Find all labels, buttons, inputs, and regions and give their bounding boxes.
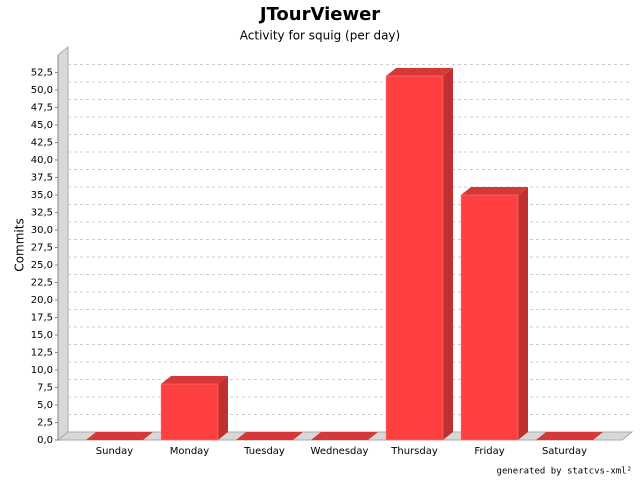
y-tick-label: 7,5: [37, 383, 53, 394]
y-tick-label: 42,5: [31, 138, 53, 149]
bar-side: [518, 187, 528, 440]
y-tick-label: 30,0: [31, 225, 53, 236]
bar-side: [443, 68, 453, 440]
x-tick-label: Friday: [474, 446, 504, 457]
bar-top: [461, 187, 528, 195]
bar-top: [536, 432, 603, 440]
bar-top: [86, 432, 153, 440]
bar-top: [161, 376, 228, 384]
y-tick-label: 27,5: [31, 243, 53, 254]
bar: [385, 75, 444, 441]
y-tick-label: 37,5: [31, 173, 53, 184]
chart-title: JTourViewer: [258, 4, 380, 25]
y-tick-label: 12,5: [31, 348, 53, 359]
bar: [160, 383, 219, 441]
y-tick-label: 35,0: [31, 190, 53, 201]
x-tick-label: Thursday: [390, 446, 438, 457]
chart-subtitle: Activity for squig (per day): [240, 29, 400, 43]
y-tick-label: 22,5: [31, 278, 53, 289]
bar-side: [218, 376, 228, 440]
bar-top: [236, 432, 303, 440]
y-tick-label: 17,5: [31, 313, 53, 324]
y-tick-label: 2,5: [37, 418, 53, 429]
bar: [460, 194, 519, 441]
y-tick-label: 5,0: [37, 400, 53, 411]
x-tick-label: Sunday: [96, 446, 133, 457]
y-tick-label: 52,5: [31, 68, 53, 79]
y-axis-label: Commits: [13, 218, 27, 271]
y-tick-label: 0,0: [37, 435, 53, 446]
x-tick-label: Wednesday: [311, 446, 369, 457]
footer: generated by statcvs-xml²: [497, 467, 632, 477]
y-tick-label: 47,5: [31, 103, 53, 114]
y-tick-label: 50,0: [31, 85, 53, 96]
y-tick-label: 20,0: [31, 295, 53, 306]
bar-top: [311, 432, 378, 440]
y-tick-label: 10,0: [31, 365, 53, 376]
bar-top: [386, 68, 453, 76]
x-tick-label: Tuesday: [243, 446, 285, 457]
x-tick-label: Monday: [170, 446, 210, 457]
y-tick-label: 40,0: [31, 155, 53, 166]
y-tick-label: 45,0: [31, 120, 53, 131]
x-tick-label: Saturday: [542, 446, 587, 457]
y-tick-label: 25,0: [31, 260, 53, 271]
y-tick-label: 32,5: [31, 208, 53, 219]
left-wall: [57, 45, 69, 442]
y-tick-label: 15,0: [31, 330, 53, 341]
